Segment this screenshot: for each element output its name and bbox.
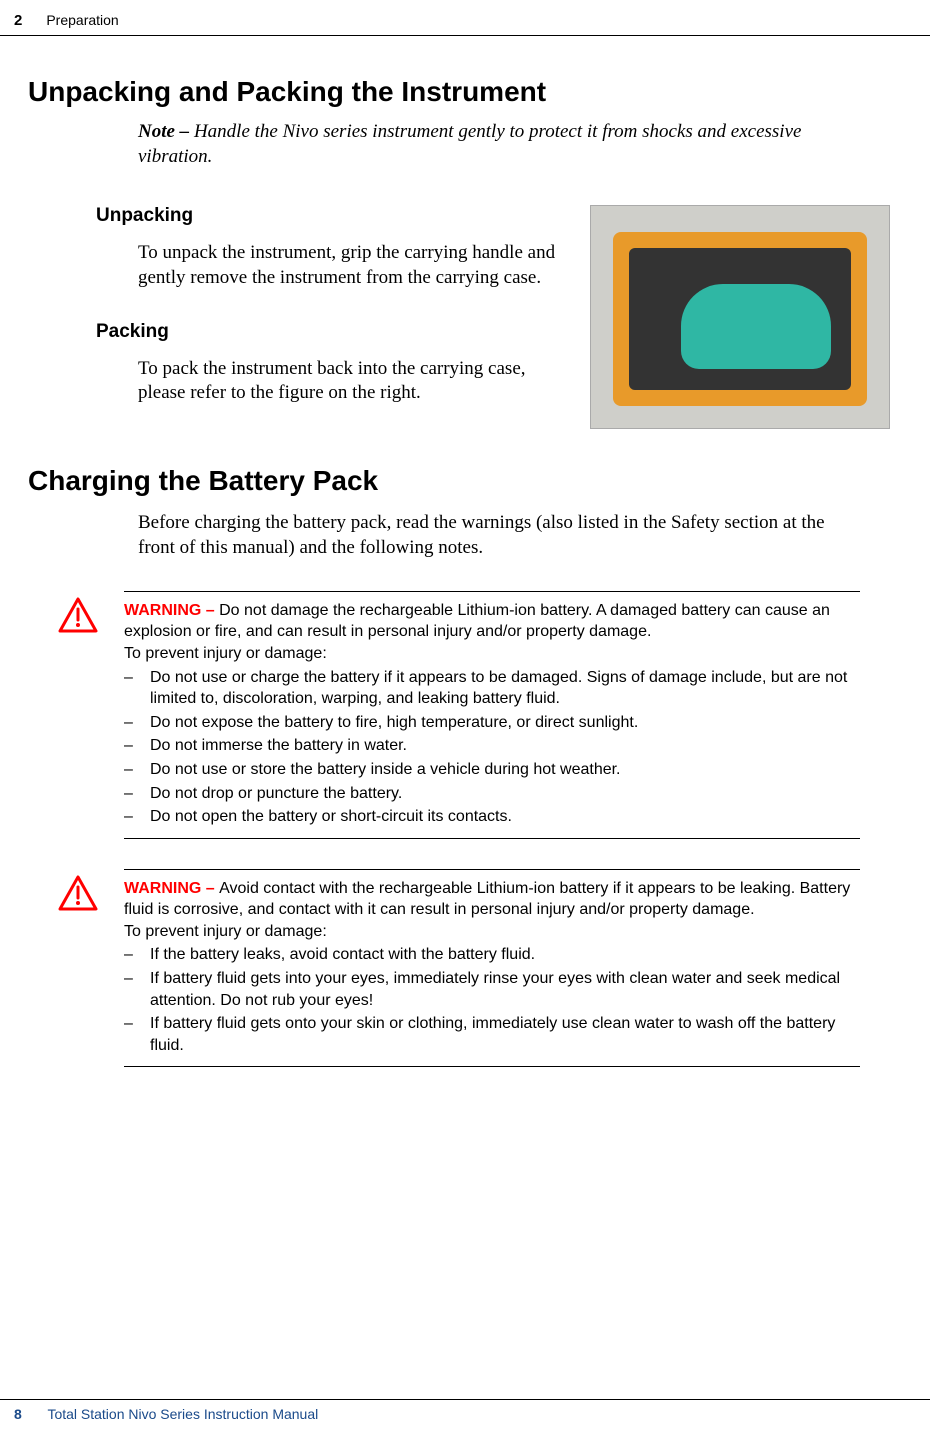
warning-lead: Avoid contact with the rechargeable Lith… <box>124 880 850 919</box>
chapter-number: 2 <box>14 12 22 29</box>
warning-body-1: WARNING – Do not damage the rechargeable… <box>124 591 860 839</box>
body-unpacking: To unpack the instrument, grip the carry… <box>138 241 572 290</box>
warning-prevent: To prevent injury or damage: <box>124 921 860 943</box>
list-item: –Do not immerse the battery in water. <box>124 735 860 757</box>
list-item: –Do not expose the battery to fire, high… <box>124 712 860 734</box>
body-packing: To pack the instrument back into the car… <box>138 357 572 406</box>
list-item: –If battery fluid gets into your eyes, i… <box>124 968 860 1011</box>
body-charging-intro: Before charging the battery pack, read t… <box>138 511 860 560</box>
warning-body-2: WARNING – Avoid contact with the recharg… <box>124 869 860 1068</box>
page-content: Unpacking and Packing the Instrument Not… <box>0 76 930 1067</box>
warning-icon <box>58 869 102 916</box>
list-item: –Do not use or charge the battery if it … <box>124 667 860 710</box>
heading-packing: Packing <box>96 321 572 343</box>
page-footer: 8 Total Station Nivo Series Instruction … <box>0 1399 930 1422</box>
warning-box-2: WARNING – Avoid contact with the recharg… <box>58 869 860 1068</box>
warning-icon <box>58 591 102 638</box>
list-item: –If the battery leaks, avoid contact wit… <box>124 944 860 966</box>
list-item: –If battery fluid gets onto your skin or… <box>124 1013 860 1056</box>
page-header: 2 Preparation <box>0 0 930 36</box>
note-text: Handle the Nivo series instrument gently… <box>138 121 801 167</box>
note-block: Note – Handle the Nivo series instrument… <box>138 120 860 169</box>
warning-list-1: –Do not use or charge the battery if it … <box>124 667 860 828</box>
list-item: –Do not open the battery or short-circui… <box>124 806 860 828</box>
carrying-case-image <box>590 205 890 429</box>
warning-label: WARNING – <box>124 880 219 897</box>
warning-prevent: To prevent injury or damage: <box>124 643 860 665</box>
footer-title: Total Station Nivo Series Instruction Ma… <box>47 1406 318 1422</box>
list-item: –Do not drop or puncture the battery. <box>124 783 860 805</box>
heading-unpacking: Unpacking <box>96 205 572 227</box>
chapter-name: Preparation <box>46 12 118 28</box>
section-title-charging: Charging the Battery Pack <box>28 465 890 497</box>
warning-lead: Do not damage the rechargeable Lithium-i… <box>124 602 830 641</box>
warning-label: WARNING – <box>124 602 219 619</box>
note-label: Note – <box>138 121 194 142</box>
list-item: –Do not use or store the battery inside … <box>124 759 860 781</box>
page-number: 8 <box>14 1406 22 1422</box>
warning-box-1: WARNING – Do not damage the rechargeable… <box>58 591 860 839</box>
warning-list-2: –If the battery leaks, avoid contact wit… <box>124 944 860 1056</box>
section-title-unpacking: Unpacking and Packing the Instrument <box>28 76 890 108</box>
